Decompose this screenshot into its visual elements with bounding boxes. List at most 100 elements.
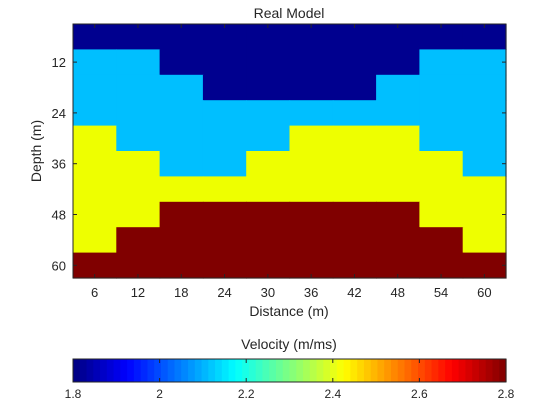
heatmap-cells — [73, 24, 507, 279]
heatmap-cell — [332, 100, 377, 127]
colorbar-segment — [147, 359, 155, 382]
colorbar-segment — [289, 359, 297, 382]
heatmap-cell — [73, 227, 117, 254]
colorbar-segment — [93, 359, 101, 382]
colorbar-segment — [309, 359, 318, 382]
colorbar-segment — [228, 359, 236, 382]
heatmap-cell — [116, 227, 161, 254]
heatmap-cell — [202, 24, 247, 50]
heatmap-cell — [159, 201, 204, 228]
heatmap-cell — [462, 49, 507, 76]
heatmap-cell — [202, 227, 247, 254]
heatmap-cell — [289, 24, 334, 50]
colorbar-segment — [188, 359, 196, 382]
colorbar-segment — [140, 359, 149, 382]
x-axis-ticks: 6 12 18 24 30 36 42 48 54 60 — [91, 24, 492, 300]
colorbar-segment — [458, 359, 467, 382]
heatmap-cell — [419, 100, 464, 127]
x-axis-label: Distance (m) — [249, 303, 328, 319]
colorbar-segment — [201, 359, 209, 382]
heatmap-cell — [159, 24, 204, 50]
colorbar-segment — [194, 359, 203, 382]
heatmap-cell — [289, 100, 334, 127]
x-tick-label: 24 — [217, 285, 231, 300]
heatmap-cell — [73, 49, 117, 76]
colorbar-segment — [397, 359, 406, 382]
colorbar-segment — [100, 359, 108, 382]
x-tick-label: 42 — [347, 285, 361, 300]
colorbar-segment — [262, 359, 270, 382]
x-tick-label: 18 — [174, 285, 188, 300]
heatmap-cell — [246, 49, 291, 76]
colorbar-segment — [154, 359, 162, 382]
colorbar-segment — [390, 359, 399, 382]
colorbar-segment — [174, 359, 182, 382]
colorbar-segment — [248, 359, 257, 382]
heatmap-cell — [462, 151, 507, 177]
colorbar-segment — [181, 359, 189, 382]
heatmap-cell — [116, 151, 161, 177]
colorbar-segment — [357, 359, 365, 382]
colorbar-segment — [167, 359, 176, 382]
heatmap-cell — [159, 227, 204, 254]
heatmap-cell — [289, 201, 334, 228]
colorbar-label: Velocity (m/ms) — [241, 336, 337, 352]
y-axis-label: Depth (m) — [28, 120, 44, 182]
heatmap-cell — [116, 74, 161, 101]
heatmap-cell — [419, 151, 464, 177]
heatmap-cell — [202, 201, 247, 228]
colorbar-segment — [323, 359, 331, 382]
x-tick-label: 6 — [91, 285, 98, 300]
colorbar-tick-label: 2.6 — [411, 387, 428, 401]
heatmap-cell — [202, 49, 247, 76]
colorbar-segment — [73, 359, 81, 382]
colorbar-segment — [330, 359, 338, 382]
heatmap-cell — [419, 24, 464, 50]
colorbar-segment — [255, 359, 264, 382]
heatmap-cell — [332, 227, 377, 254]
colorbar-segment — [492, 359, 500, 382]
heatmap-cell — [116, 100, 161, 127]
heatmap-cell — [332, 74, 377, 101]
colorbar-segment — [404, 359, 412, 382]
heatmap-cell — [246, 125, 291, 152]
heatmap-cell — [73, 74, 117, 101]
colorbar-segment — [499, 359, 507, 382]
heatmap-cell — [419, 125, 464, 152]
colorbar-segment — [316, 359, 324, 382]
colorbar-segment — [418, 359, 426, 382]
heatmap-cell — [289, 176, 334, 203]
heatmap-cell — [419, 201, 464, 228]
heatmap-cell — [73, 201, 117, 228]
colorbar-segment — [370, 359, 379, 382]
x-tick-label: 60 — [477, 285, 491, 300]
heatmap-cell — [376, 24, 420, 50]
colorbar-segment — [478, 359, 487, 382]
colorbar-tick-label: 2.2 — [238, 387, 255, 401]
heatmap-cell — [116, 24, 161, 50]
heatmap-cell — [202, 151, 247, 177]
x-tick-label: 30 — [261, 285, 275, 300]
colorbar-segment — [472, 359, 480, 382]
heatmap-cell — [462, 74, 507, 101]
colorbar-segment — [336, 359, 345, 382]
x-tick-label: 48 — [391, 285, 405, 300]
heatmap-cell — [419, 49, 464, 76]
heatmap-cell — [159, 151, 204, 177]
heatmap-cell — [202, 74, 247, 101]
colorbar-segment — [269, 359, 277, 382]
heatmap-cell — [376, 151, 420, 177]
colorbar-segment — [86, 359, 94, 382]
heatmap-cell — [462, 100, 507, 127]
colorbar-segment — [296, 359, 304, 382]
colorbar-tick-label: 2.4 — [324, 387, 341, 401]
colorbar-segment — [106, 359, 115, 382]
colorbar-frame — [72, 358, 507, 383]
colorbar-segment — [465, 359, 473, 382]
colorbar-segment — [160, 359, 169, 382]
heatmap-cell — [289, 151, 334, 177]
heatmap-cell — [73, 125, 117, 152]
y-tick-label: 48 — [52, 208, 66, 223]
y-tick-label: 60 — [52, 258, 66, 273]
